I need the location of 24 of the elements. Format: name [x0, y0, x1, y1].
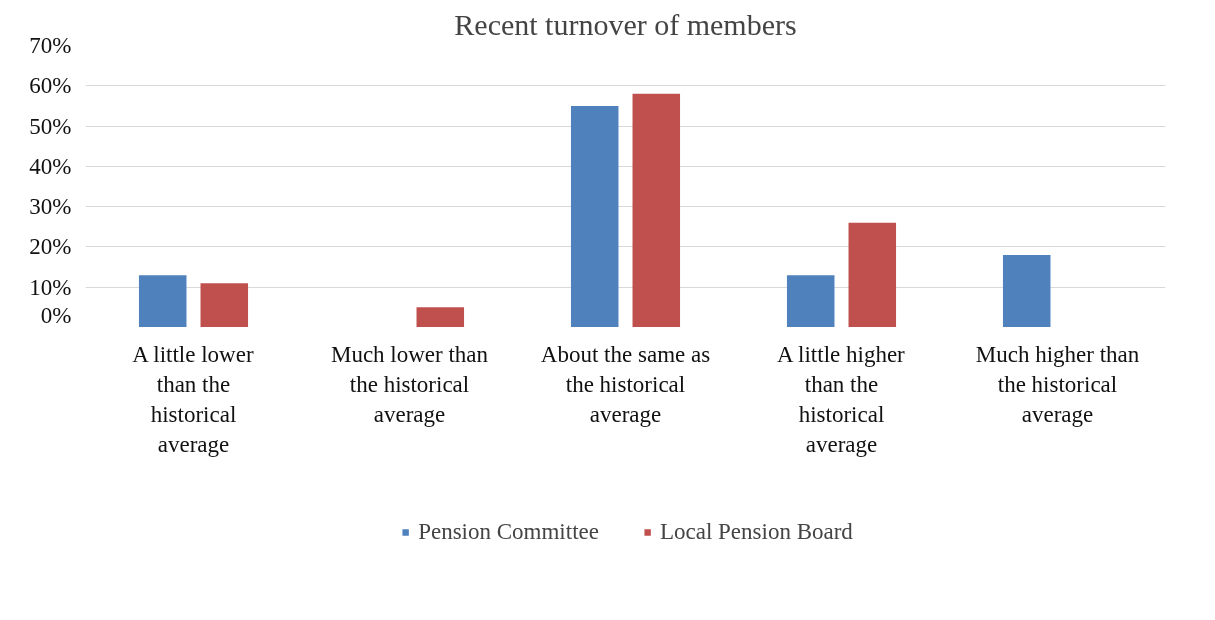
- bar: [632, 93, 681, 327]
- legend-label: Pension Committee: [418, 519, 599, 545]
- x-tick-label: Much higher than the historical average: [975, 341, 1140, 427]
- bar: [416, 307, 465, 327]
- y-tick-label: 10%: [29, 274, 72, 300]
- bar: [570, 105, 619, 327]
- y-tick-label: 40%: [29, 153, 72, 179]
- x-tick-label: About the same as the historical average: [540, 341, 711, 427]
- bar: [138, 275, 187, 327]
- bar: [786, 275, 835, 327]
- y-tick-label: 20%: [29, 234, 72, 260]
- y-tick-label: 0%: [40, 302, 72, 328]
- y-tick-label: 70%: [29, 33, 72, 58]
- chart-title: Recent turnover of members: [454, 7, 797, 41]
- x-tick-label: A little lower than the historical average: [132, 341, 254, 457]
- y-tick-label: 50%: [29, 113, 72, 139]
- bar: [848, 222, 897, 327]
- bar: [1002, 254, 1051, 327]
- y-tick-label: 30%: [29, 194, 72, 220]
- y-tick-label: 60%: [29, 73, 72, 99]
- x-tick-label: Much lower than the historical average: [330, 341, 489, 427]
- bar: [200, 283, 249, 327]
- x-tick-label: A little higher than the historical average: [776, 341, 906, 457]
- legend-label: Local Pension Board: [659, 519, 853, 545]
